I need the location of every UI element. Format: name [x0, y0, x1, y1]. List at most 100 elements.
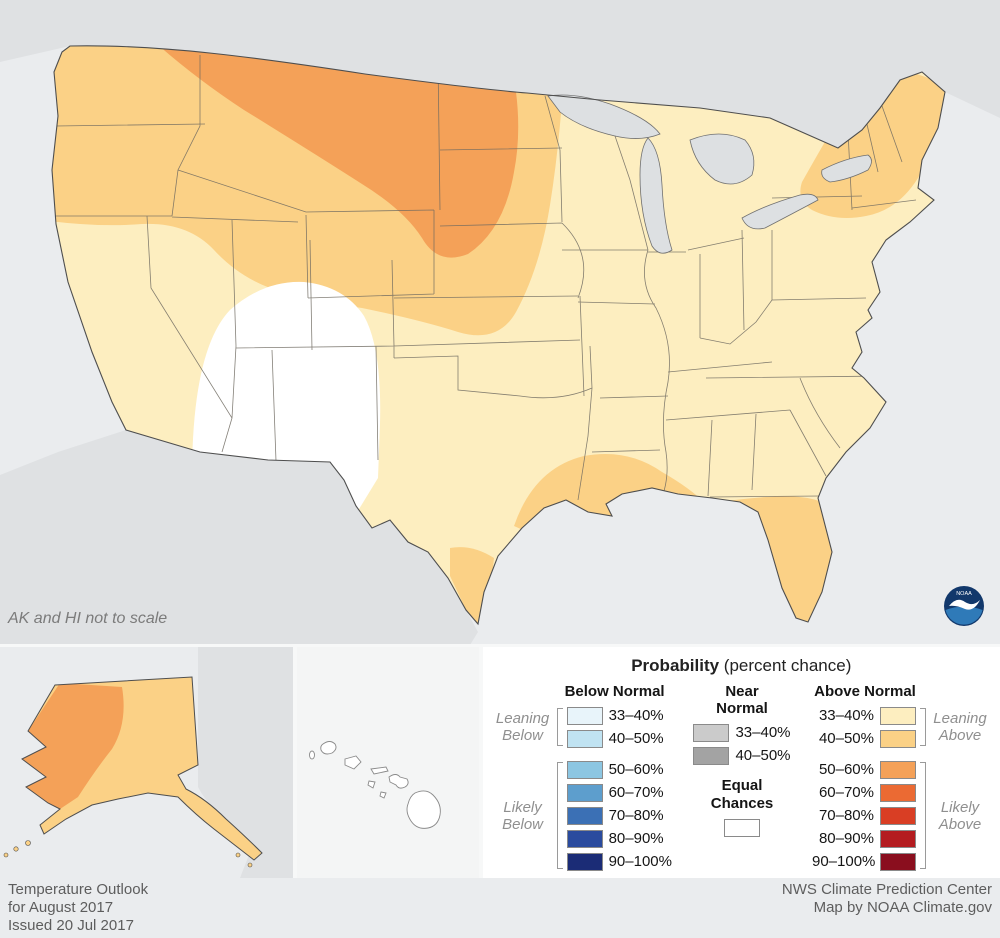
legend-row: 40–50%	[812, 727, 916, 750]
canada-landmass-ak	[198, 647, 294, 878]
map-credit-line2: Map by NOAA Climate.gov	[813, 899, 992, 916]
island-kahoolawe	[379, 791, 387, 799]
leaning-below-bracket	[556, 708, 563, 746]
island-lanai	[367, 780, 376, 789]
svg-text:NOAA: NOAA	[956, 591, 972, 597]
lake-ontario	[821, 154, 872, 183]
mexico-landmass	[0, 430, 478, 645]
map-title-line1: Temperature Outlook	[8, 881, 149, 898]
color-swatch-below-50-60	[566, 760, 603, 779]
leaning-above-bracket	[920, 708, 926, 746]
leaning-below-label: Leaning Below	[495, 710, 550, 744]
island-oahu	[344, 755, 362, 770]
likely-below-bracket	[556, 762, 563, 869]
legend-above-normal-column: Above Normal 33–40% 40–50%	[812, 683, 990, 873]
color-swatch-above-50-60	[880, 760, 916, 779]
region-above-50-60-plains	[148, 45, 519, 258]
legend-row-label: 90–100%	[812, 853, 876, 870]
legend-row: 80–90%	[812, 827, 916, 850]
legend-panel: Probability (percent chance) Below Norma…	[482, 647, 1000, 878]
color-swatch-above-40-50	[880, 729, 916, 748]
legend-row: 80–90%	[566, 827, 672, 850]
legend-row: 40–50%	[566, 727, 664, 750]
near-normal-header: Near Normal	[716, 683, 768, 717]
alaska-inset	[0, 647, 294, 878]
color-swatch-below-40-50	[566, 729, 603, 748]
lake-huron	[689, 133, 755, 185]
hawaiian-islands	[309, 741, 441, 829]
noaa-logo-icon: NOAA	[944, 586, 984, 626]
color-swatch-below-90-100	[566, 852, 603, 871]
legend-row-label: 70–80%	[818, 807, 874, 824]
lake-erie	[741, 193, 819, 230]
island-niihau	[309, 750, 316, 760]
legend-row: 60–70%	[566, 781, 672, 804]
inset-row: Probability (percent chance) Below Norma…	[0, 644, 1000, 878]
legend-row-label: 40–50%	[818, 730, 874, 747]
color-swatch-above-33-40	[880, 706, 916, 725]
color-swatch-equal-chances	[724, 819, 760, 837]
color-swatch-below-60-70	[566, 783, 603, 802]
legend-row: 33–40%	[812, 704, 916, 727]
region-equal-chances-southwest	[192, 281, 381, 514]
canada-landmass	[0, 0, 1000, 148]
legend-row-label: 40–50%	[608, 730, 664, 747]
legend-near-normal-column: Near Normal 33–40% 40–50% Equal Chances	[686, 683, 798, 837]
state-borders	[52, 55, 917, 503]
likely-above-bracket	[920, 762, 926, 869]
leaning-above-label: Leaning Above	[933, 710, 987, 744]
hawaii-map	[297, 647, 479, 878]
legend-row: 70–80%	[566, 804, 672, 827]
legend-below-normal-column: Below Normal Leaning Below 33–40% 40–50%	[493, 683, 672, 873]
legend-row-label: 33–40%	[735, 724, 791, 741]
region-ak-above-50-60	[22, 683, 124, 809]
legend-row: 90–100%	[812, 850, 916, 873]
conus-map	[0, 0, 1000, 645]
scale-note: AK and HI not to scale	[8, 610, 168, 627]
likely-above-label: Likely Above	[938, 798, 982, 833]
equal-chances-label: Equal Chances	[710, 777, 774, 812]
legend-row-label: 33–40%	[608, 707, 664, 724]
color-swatch-below-33-40	[566, 706, 603, 725]
legend-title-bold: Probability	[631, 656, 720, 675]
below-normal-header: Below Normal	[564, 683, 665, 700]
legend-row-label: 70–80%	[608, 807, 664, 824]
color-swatch-above-80-90	[880, 829, 916, 848]
color-swatch-below-70-80	[566, 806, 603, 825]
map-credit-block: NWS Climate Prediction Center Map by NOA…	[782, 881, 992, 917]
legend-row: 90–100%	[566, 850, 672, 873]
color-swatch-below-80-90	[566, 829, 603, 848]
legend-row: 40–50%	[693, 744, 791, 767]
island-hawaii	[406, 790, 441, 829]
legend-row: 50–60%	[812, 758, 916, 781]
map-credit-line1: NWS Climate Prediction Center	[781, 881, 992, 898]
legend-row: 60–70%	[812, 781, 916, 804]
island-maui	[388, 774, 409, 789]
map-title-line3: Issued 20 Jul 2017	[8, 917, 134, 934]
aleutian-islands	[3, 840, 253, 868]
legend-row-label: 90–100%	[608, 853, 672, 870]
above-normal-header: Above Normal	[814, 683, 916, 700]
legend-row: 33–40%	[693, 721, 791, 744]
legend-row-label: 50–60%	[608, 761, 664, 778]
legend-title: Probability (percent chance)	[493, 656, 990, 676]
island-kauai	[320, 741, 337, 755]
alaska-map	[0, 647, 294, 878]
legend-row-label: 60–70%	[818, 784, 874, 801]
legend-row-label: 50–60%	[818, 761, 874, 778]
color-swatch-above-90-100	[880, 852, 916, 871]
island-molokai	[370, 766, 389, 775]
legend-title-rest: (percent chance)	[719, 656, 852, 675]
likely-below-label: Likely Below	[502, 798, 544, 833]
legend-row-label: 60–70%	[608, 784, 664, 801]
map-title-block: Temperature Outlook for August 2017 Issu…	[8, 881, 148, 935]
legend-row-label: 80–90%	[818, 830, 874, 847]
great-lakes	[547, 94, 872, 254]
color-swatch-above-70-80	[880, 806, 916, 825]
region-above-40-50-gulf	[514, 454, 838, 624]
legend-row-label: 80–90%	[608, 830, 664, 847]
footer-bar: Temperature Outlook for August 2017 Issu…	[0, 878, 1000, 938]
legend-row-label: 40–50%	[735, 747, 791, 764]
color-swatch-near-40-50	[693, 746, 730, 765]
